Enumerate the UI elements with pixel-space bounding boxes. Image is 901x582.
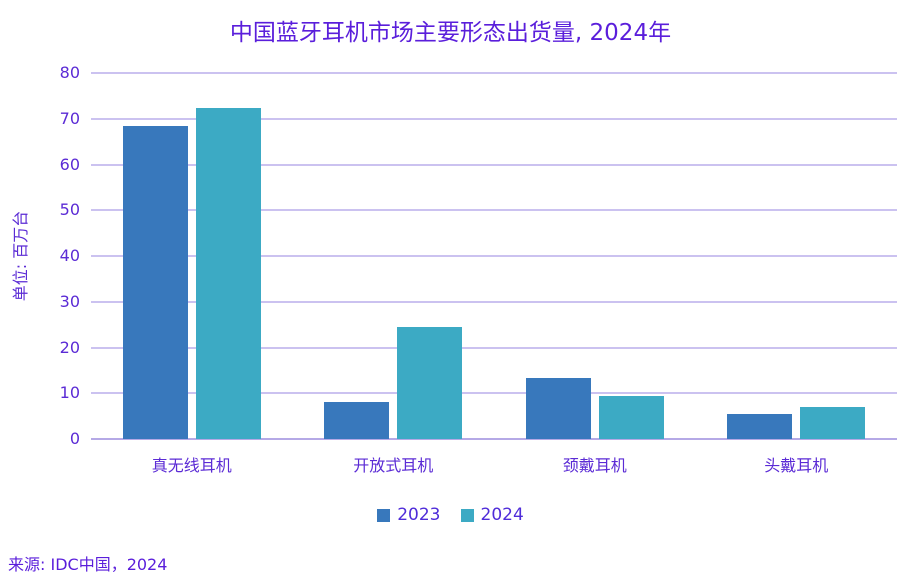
y-tick-label-10: 10 [59, 383, 80, 403]
x-label-1: 开放式耳机 [353, 456, 434, 475]
y-tick-label-50: 50 [59, 200, 80, 220]
legend-item-2024: 2024 [460, 505, 524, 525]
legend: 2023 2024 [0, 505, 901, 525]
bar-groups [91, 73, 897, 439]
y-tick-label-20: 20 [59, 337, 80, 357]
gridline-60 [91, 163, 897, 166]
bar-2023-group-2 [525, 378, 591, 439]
y-axis-tick-labels: 0 10 20 30 40 50 60 70 80 [38, 65, 80, 447]
gridline-20 [91, 346, 897, 349]
y-tick-label-40: 40 [59, 246, 80, 265]
bar-group-1 [293, 73, 495, 439]
x-axis-category-labels: 真无线耳机 开放式耳机 颈戴耳机 头戴耳机 [91, 452, 897, 476]
gridline-30 [91, 300, 897, 303]
gridline-50 [91, 209, 897, 212]
bar-2023-group-3 [727, 413, 793, 439]
y-tick-label-80: 80 [59, 63, 80, 82]
gridline-10 [91, 392, 897, 395]
bar-group-3 [696, 73, 898, 439]
y-axis-title: 单位: 百万台 [11, 210, 30, 302]
legend-label: 2023 [397, 505, 441, 525]
bar-2024-group-2 [598, 396, 664, 439]
legend-item-2023: 2023 [377, 505, 441, 525]
bar-2023-group-1 [324, 402, 390, 439]
plot-area [91, 72, 897, 440]
x-label-2: 颈戴耳机 [562, 456, 627, 475]
y-tick-label-70: 70 [59, 108, 80, 128]
gridline-80 [91, 72, 897, 74]
source-note: 来源: IDC中国，2024 [8, 555, 168, 574]
bar-group-2 [494, 73, 696, 439]
bar-group-0 [91, 73, 293, 439]
gridline-0 [91, 438, 897, 440]
x-label-3: 头戴耳机 [764, 456, 829, 475]
bar-2024-group-1 [397, 326, 463, 439]
legend-swatch-icon [377, 508, 391, 522]
chart-title: 中国蓝牙耳机市场主要形态出货量, 2024年 [229, 20, 672, 46]
y-tick-label-0: 0 [69, 429, 80, 448]
bar-2024-group-3 [800, 406, 866, 439]
bar-2024-group-0 [195, 108, 261, 439]
bar-2023-group-0 [122, 126, 188, 439]
gridline-70 [91, 117, 897, 120]
y-tick-label-30: 30 [59, 291, 80, 311]
x-label-0: 真无线耳机 [151, 456, 232, 475]
gridline-40 [91, 255, 897, 257]
legend-label: 2024 [480, 505, 524, 525]
y-tick-label-60: 60 [59, 154, 80, 174]
legend-swatch-icon [460, 508, 474, 522]
